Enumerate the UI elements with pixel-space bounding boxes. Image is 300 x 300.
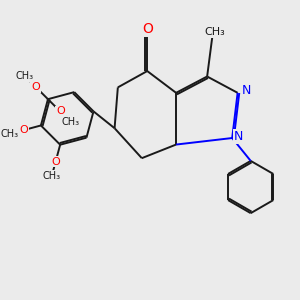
Text: O: O [142, 22, 153, 36]
Text: N: N [242, 84, 252, 97]
Text: CH₃: CH₃ [204, 27, 225, 37]
Text: O: O [20, 125, 28, 135]
Text: O: O [51, 157, 60, 166]
Text: CH₃: CH₃ [16, 71, 34, 81]
Text: O: O [56, 106, 65, 116]
Text: N: N [234, 130, 243, 143]
Text: CH₃: CH₃ [43, 171, 61, 181]
Text: CH₃: CH₃ [62, 117, 80, 127]
Text: CH₃: CH₃ [0, 129, 18, 139]
Text: O: O [31, 82, 40, 92]
